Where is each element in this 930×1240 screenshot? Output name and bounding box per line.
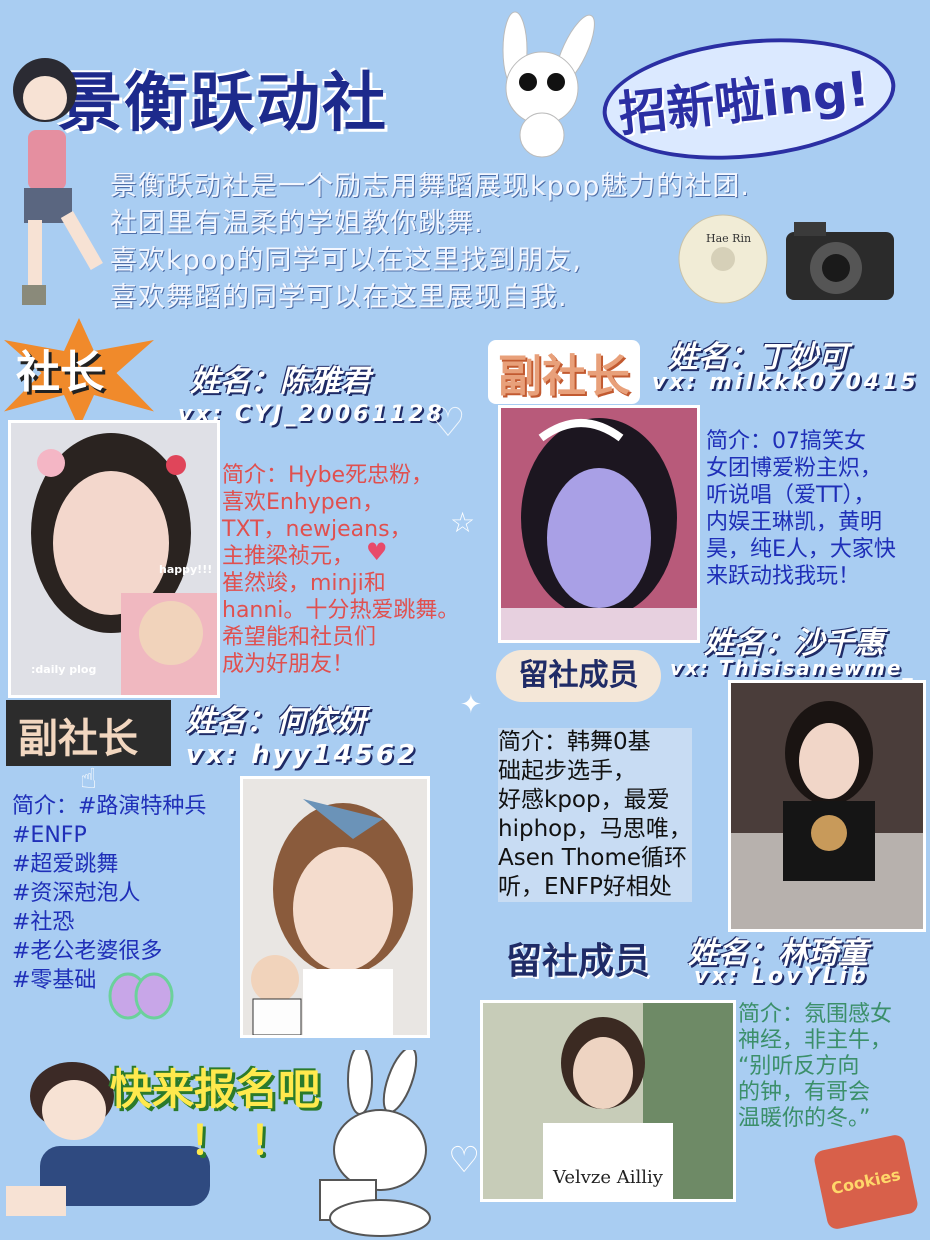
president-badge: 社长 — [16, 347, 104, 398]
shirt-text: Velvze Ailliy — [552, 1167, 664, 1188]
bio-line: 成为好朋友！ — [222, 652, 355, 677]
portrait-icon — [731, 683, 923, 929]
bio-line: 简介：氛围感女 — [738, 1002, 893, 1027]
bio-line: 好感kpop，最爱 — [498, 787, 670, 813]
vice-president-badge-2: 副社长 — [6, 700, 171, 766]
bio-line: 听说唱（爱TT）， — [706, 483, 876, 508]
vice2-badge-label: 副社长 — [18, 716, 138, 762]
bio-line: hanni。十分热爱跳舞。 — [222, 598, 460, 623]
signup-call: 快来报名吧 — [110, 1065, 321, 1114]
bio-line: 主推梁祯元， — [222, 544, 355, 569]
intro-line: 喜欢kpop的同学可以在这里找到朋友, — [110, 245, 583, 276]
cookies-sticker: Cookies — [812, 1133, 920, 1231]
vice2-vx: vx: hyy14562 — [186, 740, 419, 770]
member2-vx: vx: LovYLib — [694, 964, 869, 989]
vice-president-badge: 副社长 — [488, 340, 640, 404]
president-photo: happy!!! :daily plog — [8, 420, 220, 698]
bio-line: hiphop，马思唯， — [498, 816, 692, 842]
bio-line: #超爱跳舞 — [12, 852, 119, 877]
member1-vx: vx: Thisisanewme_ — [670, 656, 915, 680]
bio-line: #零基础 — [12, 968, 97, 993]
member2-name: 姓名：林琦童 — [688, 936, 868, 971]
rabbit-sticker-icon — [502, 11, 595, 158]
member-badge: 留社成员 — [496, 650, 661, 702]
heart-outline-icon: ♡ — [448, 1140, 481, 1181]
bio-line: 喜欢Enhypen， — [222, 490, 385, 515]
member-badge-2: 留社成员 — [506, 941, 651, 982]
girl-sticker-icon — [13, 58, 103, 305]
portrait-icon — [501, 408, 697, 640]
club-title: 景衡跃动社 — [58, 66, 388, 141]
camera-icon — [786, 222, 894, 300]
star-icon: ✦ — [460, 690, 482, 720]
cd-icon: Hae Rin — [678, 214, 768, 304]
signup-exclaim: ！！ — [190, 1118, 310, 1164]
pointer-hand-icon: ☝ — [80, 762, 98, 795]
boy-sticker-icon — [6, 1062, 210, 1216]
heart-icon: ♥ — [366, 538, 388, 566]
president-name: 姓名：陈雅君 — [190, 364, 370, 399]
member1-name: 姓名：沙千惠 — [704, 626, 884, 661]
bio-line: 女团博爱粉主炽， — [706, 456, 883, 481]
intro-line: 社团里有温柔的学姐教你跳舞. — [110, 208, 484, 239]
bio-line: 简介：韩舞0基 — [498, 729, 651, 755]
bio-line: 昊，纯E人，大家快 — [706, 537, 896, 562]
photo-caption: happy!!! — [159, 563, 213, 576]
member2-bio: 简介：氛围感女 神经，非主牛， “别听反方向 的钟，有哥会 温暖你的冬。” — [738, 1002, 892, 1132]
intro-line: 景衡跃动社是一个励志用舞蹈展现kpop魅力的社团. — [110, 171, 751, 202]
bio-line: 础起步选手， — [498, 758, 636, 784]
portrait-icon — [11, 423, 217, 695]
bio-line: 简介：Hybe死忠粉， — [222, 463, 434, 488]
president-vx: vx: CYJ_20061128 — [178, 402, 445, 427]
portrait-icon — [243, 779, 427, 1035]
bio-line: 简介：07搞笑女 — [706, 429, 866, 454]
bio-line: #社恐 — [12, 910, 75, 935]
vice1-name: 姓名：丁妙可 — [668, 340, 848, 375]
bio-line: 的钟，有哥会 — [738, 1080, 871, 1105]
photo-caption: :daily plog — [31, 663, 97, 676]
member1-bio: 简介：韩舞0基 础起步选手， 好感kpop，最爱 hiphop，马思唯， Ase… — [498, 728, 692, 902]
bio-line: #资深尅泡人 — [12, 881, 141, 906]
vice1-vx: vx: milkkk070415 — [652, 370, 919, 395]
vice2-photo — [240, 776, 430, 1038]
vice1-photo — [498, 405, 700, 643]
bio-line: 来跃动找我玩！ — [706, 564, 861, 589]
vice2-bio: 简介：#路演特种兵 #ENFP #超爱跳舞 #资深尅泡人 #社恐 #老公老婆很多… — [12, 792, 206, 995]
president-bio: 简介：Hybe死忠粉， 喜欢Enhypen， TXT，newjeans， 主推梁… — [222, 462, 459, 678]
bio-line: #ENFP — [12, 823, 87, 848]
club-intro: 景衡跃动社是一个励志用舞蹈展现kpop魅力的社团. 社团里有温柔的学姐教你跳舞.… — [110, 168, 910, 316]
bio-line: 崔然竣，minji和 — [222, 571, 386, 596]
bio-line: 神经，非主牛， — [738, 1028, 893, 1053]
bio-line: 希望能和社员们 — [222, 625, 377, 650]
intro-line: 喜欢舞蹈的同学可以在这里展现自我. — [110, 282, 568, 313]
bio-line: 听，ENFP好相处 — [498, 874, 672, 900]
butterfly-icon — [108, 972, 174, 1020]
member1-photo — [728, 680, 926, 932]
member2-photo: Velvze Ailliy — [480, 1000, 736, 1202]
bio-line: TXT，newjeans， — [222, 517, 412, 542]
bunny-cake-icon — [319, 1050, 431, 1237]
star-icon: ☆ — [450, 506, 476, 539]
bio-line: #老公老婆很多 — [12, 939, 163, 964]
bio-line: 温暖你的冬。” — [738, 1106, 871, 1131]
bio-line: “别听反方向 — [738, 1054, 860, 1079]
bio-line: Asen Thome循环 — [498, 845, 688, 871]
bio-line: 内娱王琳凯，黄明 — [706, 510, 883, 535]
portrait-icon: Velvze Ailliy — [483, 1003, 733, 1199]
heart-outline-icon: ♡ — [430, 400, 466, 446]
vice2-name: 姓名：何依妍 — [186, 704, 366, 739]
cd-label: Hae Rin — [706, 232, 751, 245]
bio-line: 简介：#路演特种兵 — [12, 794, 207, 819]
vice1-bio: 简介：07搞笑女 女团博爱粉主炽， 听说唱（爱TT）， 内娱王琳凯，黄明 昊，纯… — [706, 428, 896, 590]
